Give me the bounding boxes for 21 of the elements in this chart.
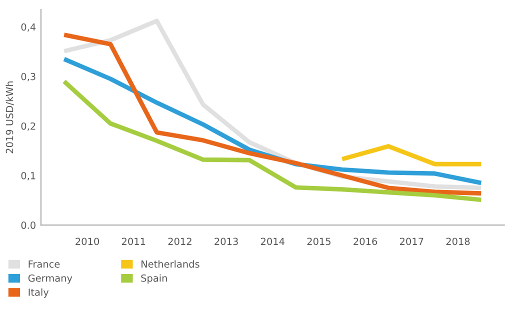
y-tick-label: 0,3 — [21, 72, 36, 82]
x-tick-label: 2010 — [76, 238, 100, 246]
legend-label: France — [28, 260, 60, 268]
x-tick-label: 2013 — [214, 238, 238, 246]
y-tick-label: 0,2 — [21, 122, 36, 131]
legend-label: Italy — [28, 288, 49, 298]
y-tick-label: 0,4 — [21, 23, 36, 32]
x-tick-label: 2017 — [400, 238, 424, 246]
x-tick-label: 2012 — [168, 238, 192, 246]
x-tick-label: 2018 — [446, 238, 470, 246]
legend-label: Germany — [28, 274, 72, 284]
x-tick-label: 2014 — [260, 238, 284, 246]
x-tick-label: 2016 — [354, 238, 378, 246]
y-tick-label: 0.0 — [21, 222, 36, 229]
y-tick-label: 0,1 — [21, 172, 36, 180]
x-tick-label: 2015 — [307, 238, 330, 246]
x-tick-label: 2011 — [122, 238, 146, 246]
legend-label: Spain — [141, 274, 167, 284]
legend-label: Netherlands — [142, 260, 200, 268]
y-axis-title: 2019 USD/kWh — [6, 81, 14, 154]
line-series — [62, 79, 484, 202]
